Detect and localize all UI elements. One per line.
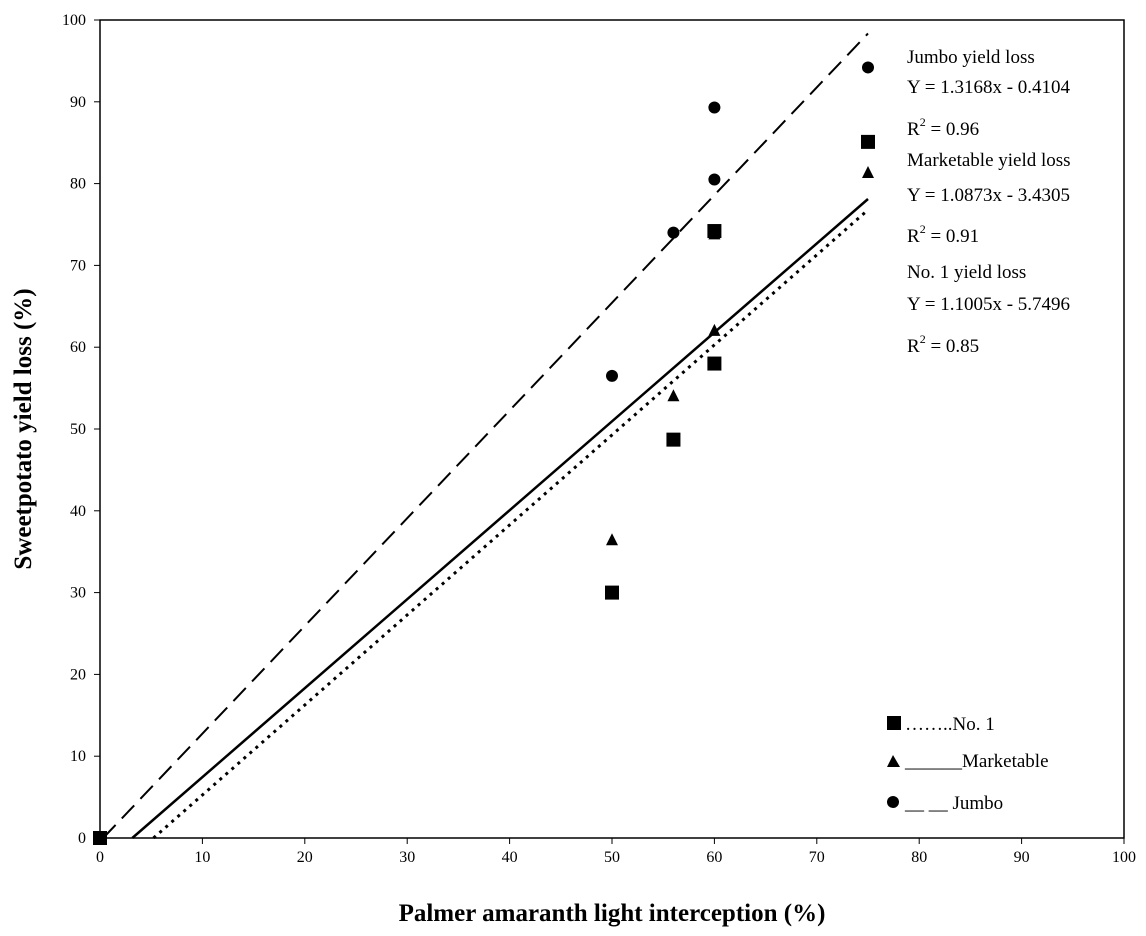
point-jumbo <box>862 61 874 74</box>
point-jumbo <box>708 101 721 114</box>
x-axis-title: Palmer amaranth light interception (%) <box>399 900 826 927</box>
data-points <box>93 61 875 845</box>
point-marketable <box>708 227 721 240</box>
y-tick-label: 80 <box>70 176 86 193</box>
annotation-marketable-r2: R2 = 0.91 <box>907 222 979 247</box>
x-tick-label: 90 <box>1014 849 1030 866</box>
point-no1 <box>861 134 875 149</box>
y-tick-label: 30 <box>70 585 86 602</box>
x-tick-label: 70 <box>809 849 825 866</box>
regression-line-no1 <box>152 208 869 840</box>
point-marketable <box>708 323 721 336</box>
x-tick-label: 30 <box>399 849 415 866</box>
y-axis-title: Sweetpotato yield loss (%) <box>10 288 37 569</box>
y-tick-label: 10 <box>70 748 86 765</box>
y-tick-label: 0 <box>78 830 86 847</box>
y-tick-label: 20 <box>70 666 86 683</box>
x-tick-label: 20 <box>297 849 313 866</box>
annotation-no1-title: No. 1 yield loss <box>907 262 1026 283</box>
point-marketable <box>606 533 618 546</box>
legend-square-marker <box>887 716 901 730</box>
x-tick-label: 80 <box>911 849 927 866</box>
point-jumbo <box>606 369 618 382</box>
annotation-jumbo-equation: Y = 1.3168x - 0.4104 <box>907 77 1071 98</box>
point-no1 <box>605 585 619 600</box>
x-tick-label: 10 <box>194 849 210 866</box>
x-tick-label: 40 <box>502 849 518 866</box>
legend: ……..No. 1 ______Marketable __ __ Jumbo <box>887 714 1049 814</box>
annotation-jumbo-r2: R2 = 0.96 <box>907 115 979 140</box>
y-axis-ticks: 0 10 20 30 40 50 60 70 80 90 100 <box>62 12 100 847</box>
point-jumbo <box>708 173 721 186</box>
point-no1 <box>707 356 722 371</box>
annotation-marketable-title: Marketable yield loss <box>907 150 1071 171</box>
legend-label-jumbo: __ __ Jumbo <box>904 793 1003 814</box>
y-tick-label: 100 <box>62 12 86 29</box>
annotations: Jumbo yield loss Y = 1.3168x - 0.4104 R2… <box>907 47 1071 357</box>
legend-triangle-marker <box>887 755 900 767</box>
regression-lines <box>102 32 869 840</box>
point-marketable <box>862 165 874 178</box>
x-axis-ticks: 0 10 20 30 40 50 60 70 80 90 100 <box>96 838 1136 866</box>
annotation-marketable-equation: Y = 1.0873x - 3.4305 <box>907 185 1070 206</box>
y-tick-label: 70 <box>70 257 86 274</box>
annotation-no1-equation: Y = 1.1005x - 5.7496 <box>907 294 1070 315</box>
regression-line-jumbo <box>102 32 869 839</box>
legend-label-no1: ……..No. 1 <box>905 714 995 735</box>
legend-label-marketable: ______Marketable <box>904 751 1049 772</box>
x-tick-label: 100 <box>1112 849 1136 866</box>
x-tick-label: 60 <box>706 849 722 866</box>
y-tick-label: 90 <box>70 94 86 111</box>
point-jumbo <box>667 226 680 239</box>
regression-line-marketable <box>131 198 869 839</box>
point-no1 <box>666 432 681 447</box>
point-jumbo <box>94 832 106 844</box>
x-tick-label: 50 <box>604 849 620 866</box>
annotation-no1-r2: R2 = 0.85 <box>907 332 979 357</box>
y-tick-label: 60 <box>70 339 86 356</box>
legend-circle-marker <box>887 796 899 808</box>
x-tick-label: 0 <box>96 849 104 866</box>
y-tick-label: 40 <box>70 503 86 520</box>
point-marketable <box>667 389 680 402</box>
y-tick-label: 50 <box>70 421 86 438</box>
annotation-jumbo-title: Jumbo yield loss <box>907 47 1035 68</box>
